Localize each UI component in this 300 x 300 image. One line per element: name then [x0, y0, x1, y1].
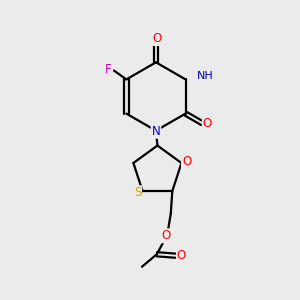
Text: F: F: [105, 63, 112, 76]
Text: N: N: [152, 125, 160, 138]
Text: O: O: [153, 32, 162, 45]
Text: O: O: [182, 155, 191, 168]
Text: NH: NH: [197, 71, 214, 81]
Text: S: S: [134, 186, 141, 199]
Text: O: O: [203, 117, 212, 130]
Text: O: O: [177, 249, 186, 262]
Text: O: O: [161, 229, 171, 242]
